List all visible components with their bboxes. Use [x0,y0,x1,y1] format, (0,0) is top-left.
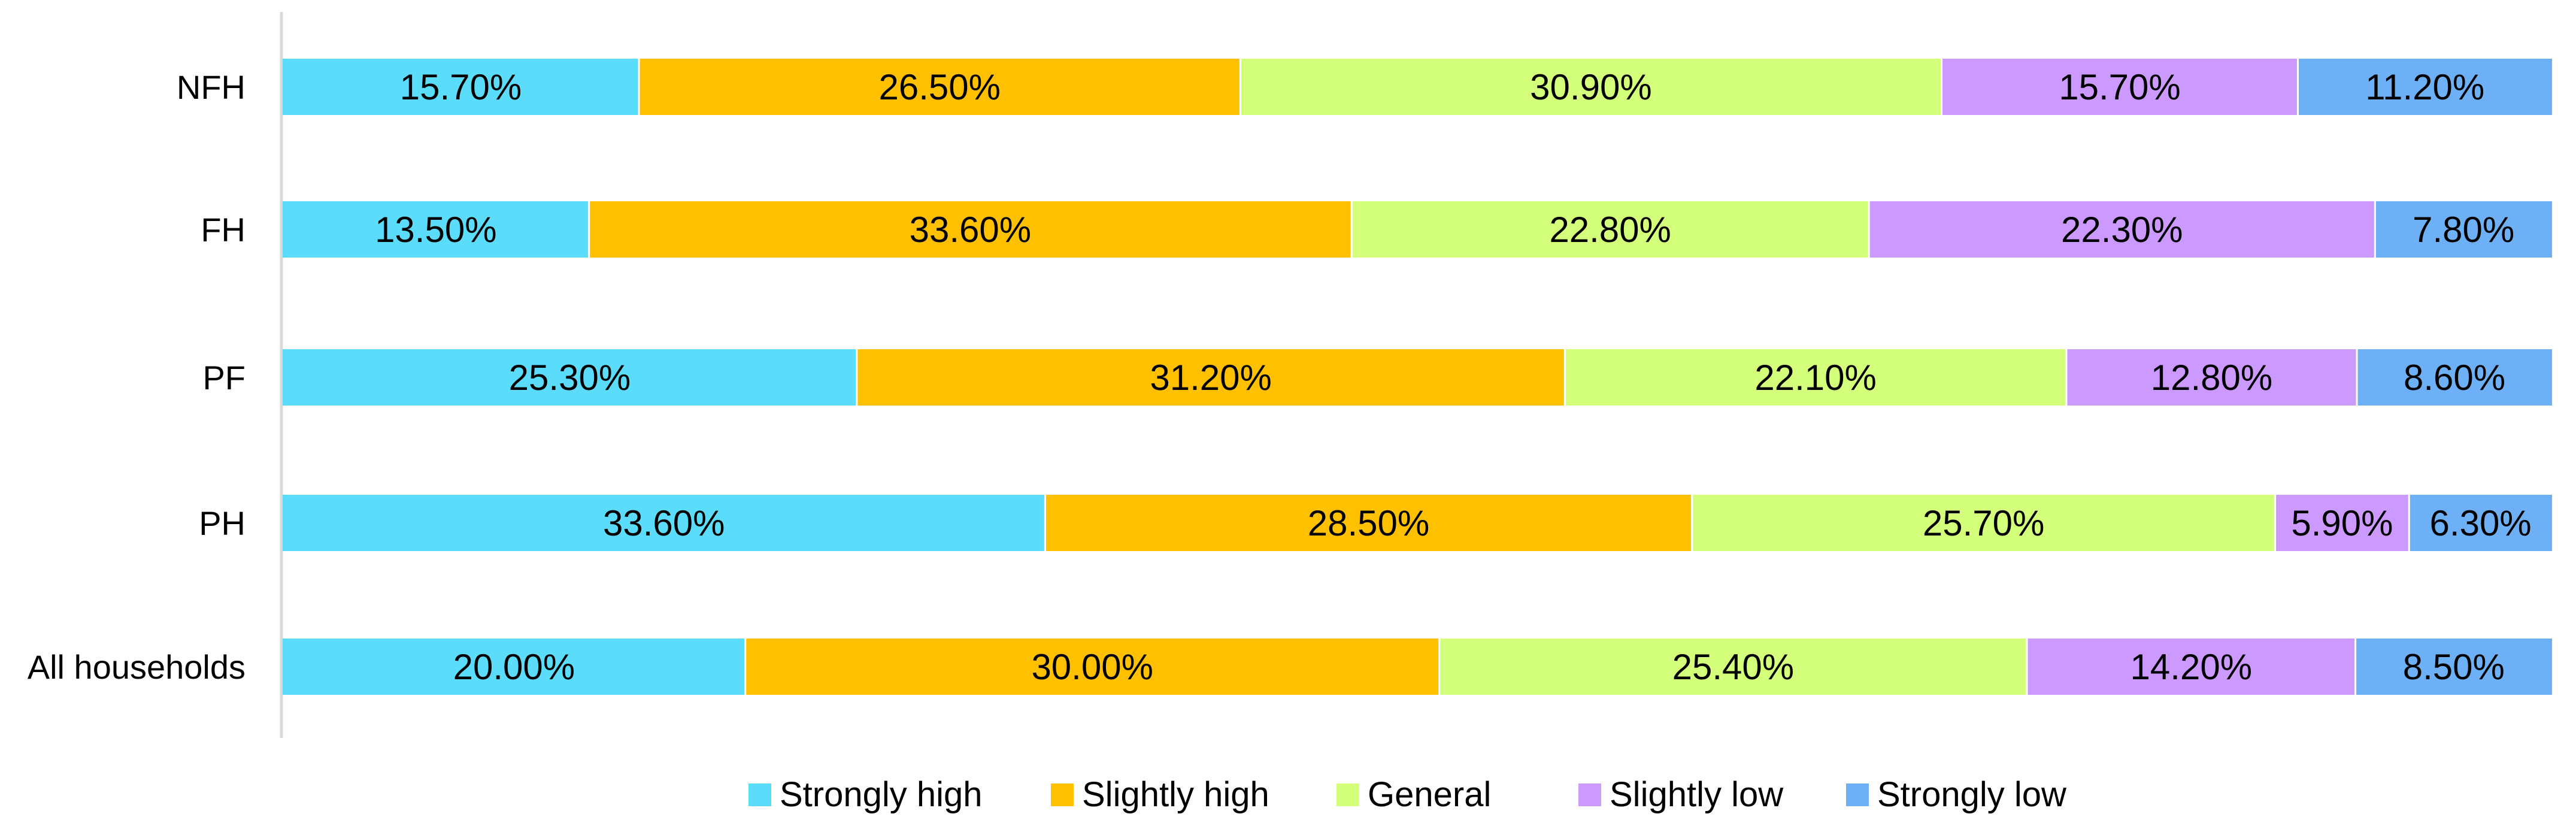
category-label-fh: FH [201,211,246,249]
data-label-strongly-high-fh: 13.50% [375,210,497,250]
data-label-slightly-low-pf: 12.80% [2151,358,2273,398]
data-label-slightly-high-fh: 33.60% [910,210,1032,250]
bar-segment-strongly-high-pf [283,349,857,406]
legend-label-slightly-low: Slightly low [1610,775,1784,814]
legend: Strongly high Slightly high General Slightl… [748,775,2067,814]
data-label-strongly-low-nfh: 11.20% [2365,67,2484,107]
category-label-all-households: All households [28,648,246,686]
data-label-general-all-households: 25.40% [1672,647,1795,687]
legend-label-general: General [1368,775,1491,814]
bar-segment-strongly-low-pf [2357,349,2552,406]
data-label-slightly-low-fh: 22.30% [2061,210,2183,250]
data-label-general-fh: 22.80% [1549,210,1671,250]
data-label-strongly-low-pf: 8.60% [2404,358,2505,398]
bars-layer: 15.70% 26.50% 30.90% 15.70% 11.20% 13.50% 33.6… [283,59,2552,695]
bar-segment-slightly-low-all-households [2027,639,2356,695]
bar-segment-slightly-high-all-households [745,639,1439,695]
bar-segment-slightly-high-ph [1045,495,1692,551]
bar-segment-slightly-low-fh [1869,201,2375,258]
bar-segment-slightly-high-pf [856,349,1565,406]
data-label-slightly-high-ph: 28.50% [1308,503,1430,543]
bar-segment-strongly-low-ph [2409,495,2552,551]
bar-segment-general-fh [1351,201,1869,258]
category-label-pf: PF [202,359,246,397]
data-label-strongly-high-pf: 25.30% [509,358,631,398]
legend-swatch-slightly-high [1051,783,1074,806]
bar-segment-general-pf [1565,349,2066,406]
data-label-strongly-low-all-households: 8.50% [2403,647,2505,687]
bar-segment-slightly-high-fh [589,201,1352,258]
bar-segment-general-nfh [1240,59,1942,115]
bar-segment-strongly-low-fh [2375,201,2552,258]
legend-swatch-strongly-high [748,783,771,806]
legend-swatch-general [1337,783,1359,806]
category-label-nfh: NFH [177,68,246,106]
data-label-slightly-high-pf: 31.20% [1150,358,1272,398]
data-label-strongly-high-ph: 33.60% [603,503,725,543]
data-label-slightly-high-all-households: 30.00% [1031,647,1153,687]
category-labels: NFH FH PF PH All households [28,68,246,686]
bar-segment-strongly-low-all-households [2355,639,2552,695]
data-label-slightly-low-nfh: 15.70% [2059,67,2181,107]
bar-segment-strongly-high-ph [283,495,1045,551]
bar-segment-slightly-high-nfh [639,59,1241,115]
bar-segment-strongly-high-nfh [283,59,640,115]
data-label-slightly-high-nfh: 26.50% [878,67,1001,107]
bar-segment-slightly-low-ph [2275,495,2410,551]
bar-segment-slightly-low-pf [2066,349,2357,406]
bar-segment-general-ph [1692,495,2275,551]
data-label-slightly-low-ph: 5.90% [2291,503,2393,543]
legend-label-strongly-low: Strongly low [1877,775,2067,814]
bar-segment-strongly-high-all-households [283,639,745,695]
legend-label-slightly-high: Slightly high [1082,775,1269,814]
legend-swatch-slightly-low [1578,783,1601,806]
bar-segment-slightly-low-nfh [1941,59,2298,115]
data-label-general-nfh: 30.90% [1530,67,1652,107]
data-label-strongly-high-all-households: 20.00% [453,647,575,687]
category-label-ph: PH [199,504,246,542]
legend-swatch-strongly-low [1846,783,1869,806]
data-label-slightly-low-all-households: 14.20% [2130,647,2253,687]
data-label-strongly-low-ph: 6.30% [2430,503,2532,543]
data-label-strongly-low-fh: 7.80% [2413,210,2514,250]
data-label-general-pf: 22.10% [1754,358,1877,398]
data-label-strongly-high-nfh: 15.70% [400,67,522,107]
bar-segment-general-all-households [1439,639,2028,695]
bar-segment-strongly-high-fh [283,201,589,258]
bar-segment-strongly-low-nfh [2298,59,2552,115]
data-label-general-ph: 25.70% [1923,503,2045,543]
legend-label-strongly-high: Strongly high [780,775,983,814]
